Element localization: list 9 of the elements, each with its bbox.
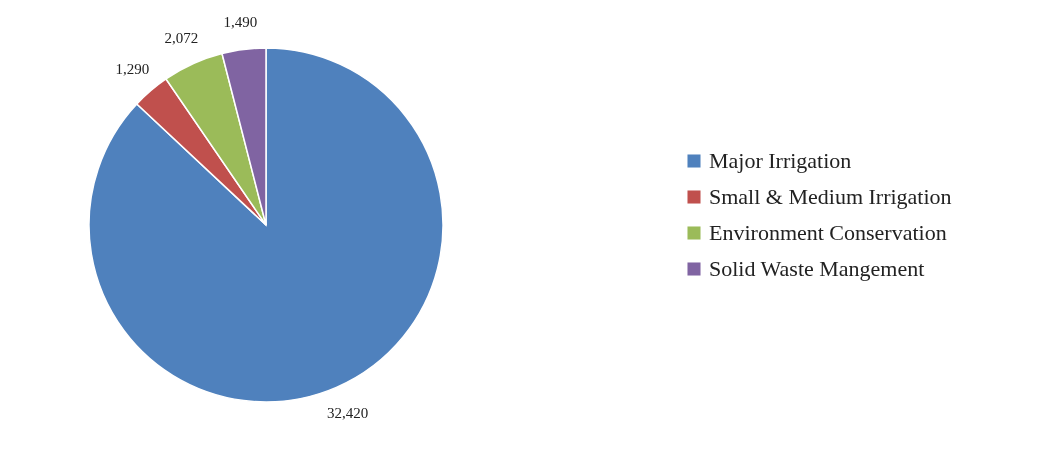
data-label: 1,490 — [223, 13, 258, 30]
data-label: 32,420 — [326, 405, 369, 422]
pie-slice — [88, 47, 444, 403]
data-label: 1,290 — [115, 61, 150, 78]
data-label: 2,072 — [164, 30, 199, 47]
legend-label: Environment Conservation — [709, 220, 947, 245]
legend-label: Major Irrigation — [709, 148, 852, 173]
legend-label: Solid Waste Mangement — [709, 256, 925, 281]
legend-label: Small & Medium Irrigation — [709, 184, 952, 209]
